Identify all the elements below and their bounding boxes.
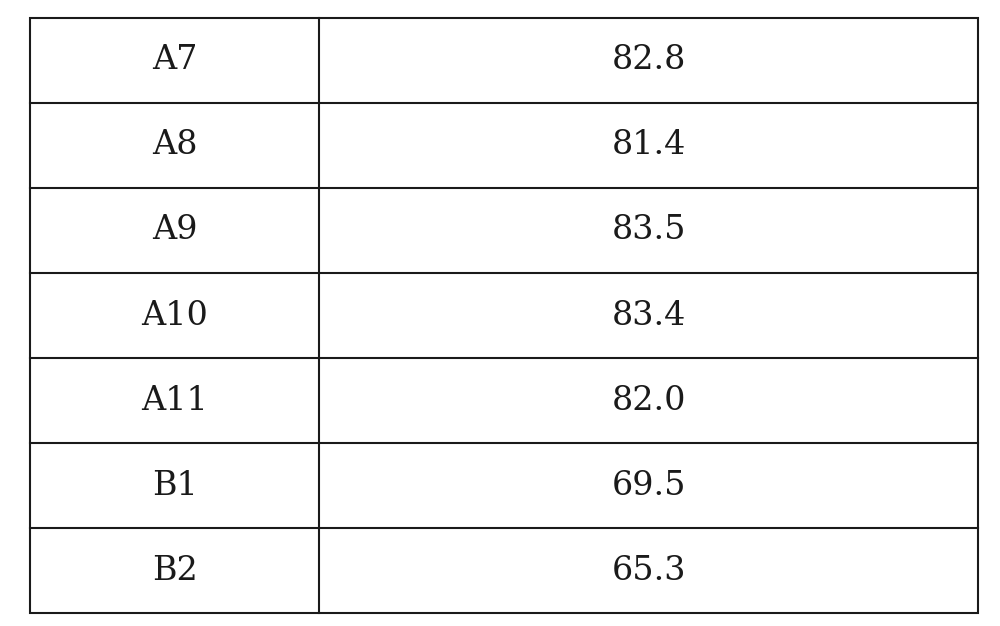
Text: A9: A9 [152,214,197,247]
Text: 83.4: 83.4 [611,299,686,332]
Text: 83.5: 83.5 [611,214,686,247]
Text: B1: B1 [152,470,197,502]
Text: A11: A11 [141,384,208,417]
Text: A7: A7 [152,44,197,76]
Text: 82.0: 82.0 [611,384,686,417]
Text: A10: A10 [141,299,208,332]
Text: 69.5: 69.5 [611,470,686,502]
Text: 65.3: 65.3 [611,555,686,587]
Text: A8: A8 [152,129,197,162]
Text: B2: B2 [152,555,197,587]
Text: 81.4: 81.4 [611,129,686,162]
Text: 82.8: 82.8 [611,44,686,76]
